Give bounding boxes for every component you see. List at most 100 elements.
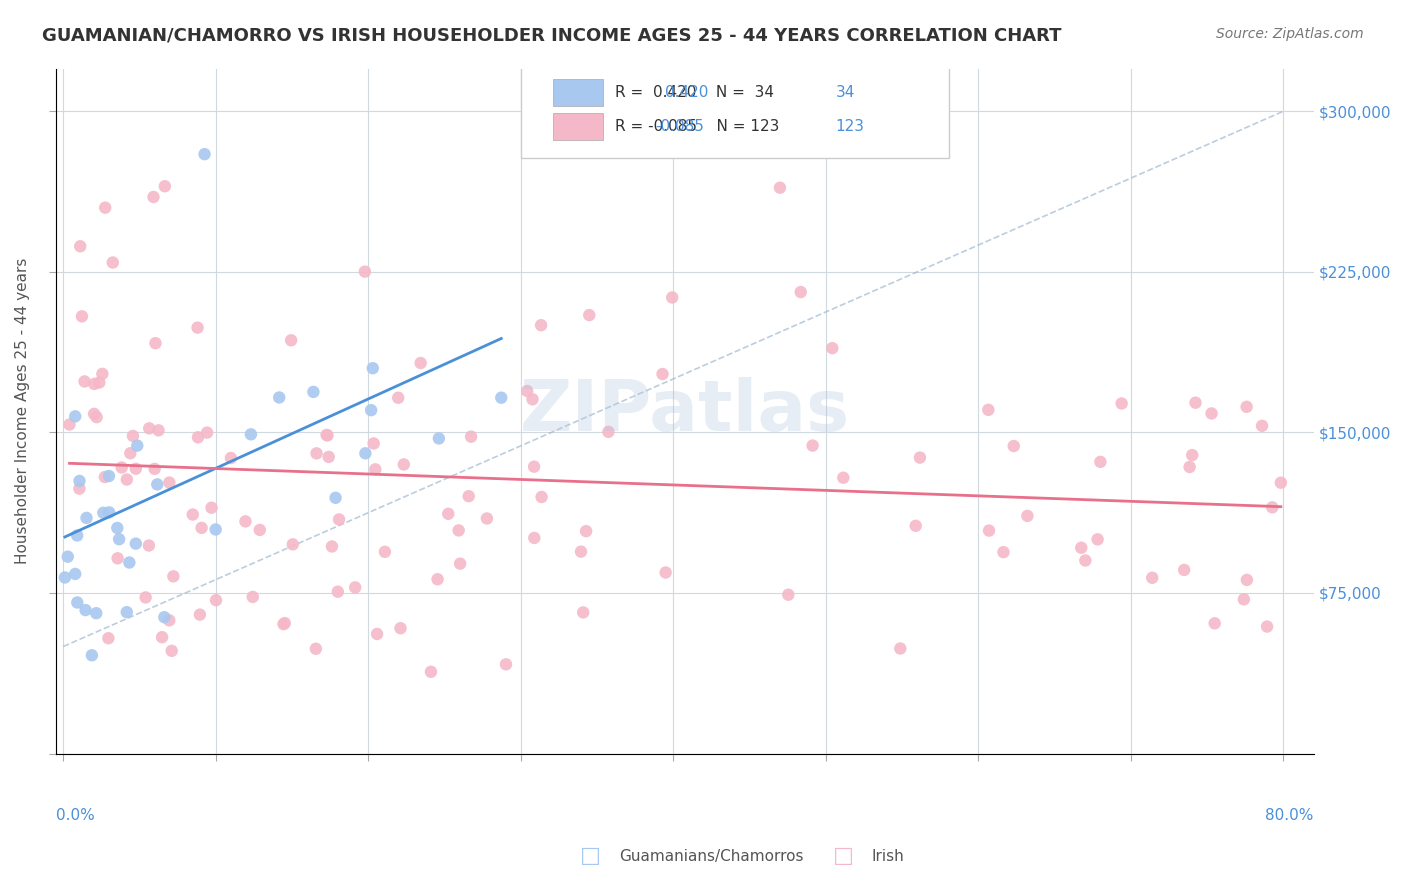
Point [1181, 448, 1204, 462]
Point [97, 631, 120, 645]
Point [125, 461, 148, 475]
Text: R =  0.420    N =  34: R = 0.420 N = 34 [616, 85, 775, 100]
Point [108, 533, 131, 547]
Point [101, 255, 124, 269]
Text: 80.0%: 80.0% [1265, 808, 1313, 823]
Point [1111, 396, 1133, 410]
Point [315, 428, 337, 442]
Point [153, 179, 176, 194]
Point [889, 641, 911, 656]
Point [1184, 395, 1206, 409]
Point [302, 384, 325, 399]
Point [63, 409, 86, 424]
Text: Irish: Irish [872, 849, 904, 863]
Point [530, 490, 553, 504]
Point [790, 285, 813, 299]
Y-axis label: Householder Income Ages 25 - 44 years: Householder Income Ages 25 - 44 years [15, 258, 30, 565]
Point [366, 627, 388, 641]
Point [523, 531, 546, 545]
Point [1070, 541, 1092, 555]
Point [111, 460, 134, 475]
Point [904, 518, 927, 533]
Point [530, 318, 553, 333]
Point [516, 384, 538, 398]
Point [447, 524, 470, 538]
Point [274, 616, 297, 631]
Point [1178, 460, 1201, 475]
Text: Guamanians/Chamorros: Guamanians/Chamorros [619, 849, 803, 863]
Point [107, 551, 129, 566]
Point [58, 417, 80, 432]
Point [1087, 533, 1109, 547]
Point [1261, 500, 1284, 515]
Point [83, 376, 105, 391]
Point [122, 429, 145, 443]
Text: GUAMANIAN/CHAMORRO VS IRISH HOUSEHOLDER INCOME AGES 25 - 44 YEARS CORRELATION CH: GUAMANIAN/CHAMORRO VS IRISH HOUSEHOLDER … [42, 27, 1062, 45]
Point [205, 593, 228, 607]
Point [204, 523, 226, 537]
Point [200, 500, 222, 515]
Point [977, 524, 1000, 538]
Point [575, 524, 598, 538]
Point [86, 410, 108, 425]
Point [305, 446, 328, 460]
Point [354, 446, 377, 460]
Point [578, 308, 600, 322]
Point [1090, 455, 1112, 469]
Point [522, 392, 544, 407]
Point [94, 201, 117, 215]
Point [908, 450, 931, 465]
Point [138, 539, 160, 553]
Point [326, 584, 349, 599]
Point [148, 423, 170, 437]
Point [1270, 475, 1292, 490]
Point [193, 147, 215, 161]
Point [1017, 508, 1039, 523]
Text: ZIPatlas: ZIPatlas [520, 376, 849, 445]
Point [654, 566, 676, 580]
Point [138, 421, 160, 435]
Point [187, 430, 209, 444]
Point [364, 462, 387, 476]
Point [387, 391, 409, 405]
Point [280, 333, 302, 347]
FancyBboxPatch shape [553, 113, 603, 140]
Point [66, 528, 89, 542]
Point [801, 439, 824, 453]
Point [195, 425, 218, 440]
Point [475, 511, 498, 525]
Point [94, 470, 117, 484]
Point [142, 190, 165, 204]
Point [491, 391, 513, 405]
Point [76, 511, 98, 525]
Point [219, 450, 242, 465]
Point [150, 630, 173, 644]
FancyBboxPatch shape [522, 62, 949, 158]
Point [181, 19, 204, 33]
Point [409, 356, 432, 370]
Point [125, 536, 148, 550]
Point [67, 482, 90, 496]
Text: Source: ZipAtlas.com: Source: ZipAtlas.com [1216, 27, 1364, 41]
Point [89, 376, 111, 390]
Point [1236, 400, 1258, 414]
Point [91, 367, 114, 381]
Text: □: □ [834, 847, 853, 866]
Point [70, 310, 93, 324]
Point [73, 375, 96, 389]
Point [157, 475, 180, 490]
Point [83, 407, 105, 421]
Text: 123: 123 [835, 120, 865, 135]
Point [143, 462, 166, 476]
Point [127, 439, 149, 453]
Point [235, 515, 257, 529]
Point [153, 610, 176, 624]
Point [84, 606, 107, 620]
Point [977, 402, 1000, 417]
Point [157, 613, 180, 627]
Point [53, 570, 76, 584]
Point [1236, 573, 1258, 587]
Point [363, 436, 385, 450]
Point [1256, 619, 1278, 633]
Point [188, 607, 211, 622]
